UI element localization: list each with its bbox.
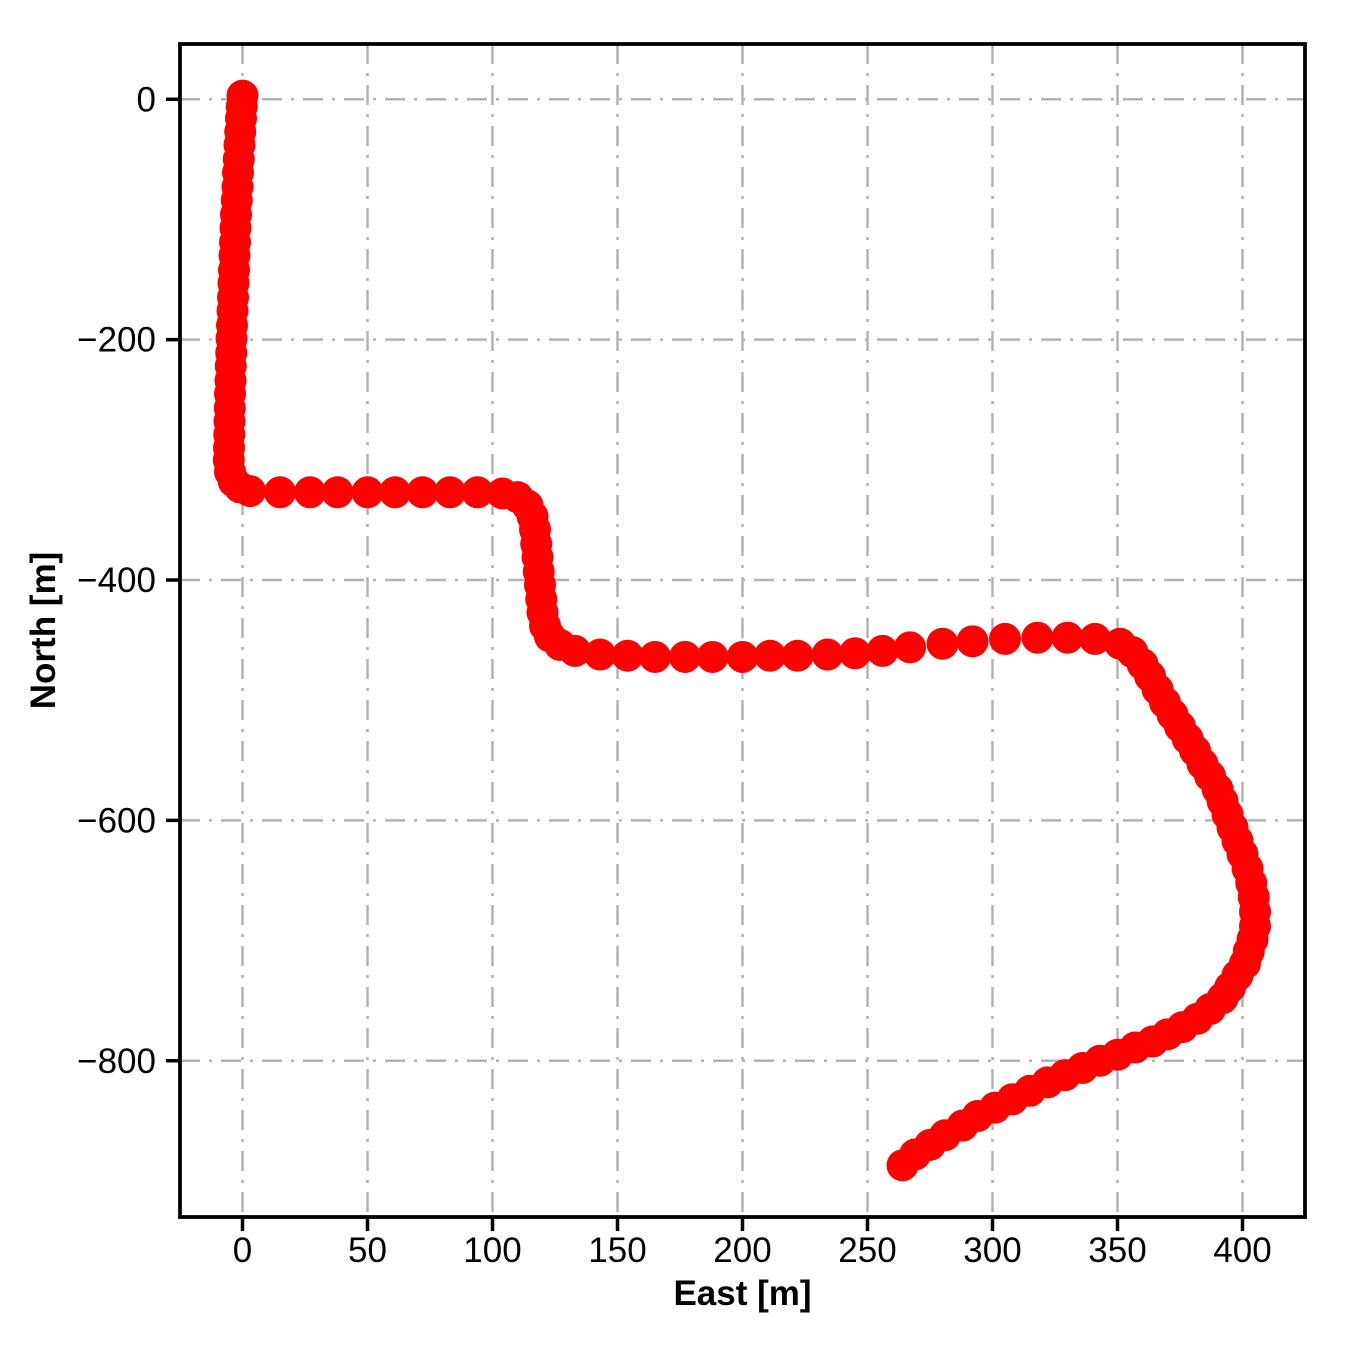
- data-point: [669, 640, 701, 673]
- data-point: [611, 639, 644, 672]
- x-tick-label: 300: [963, 1231, 1021, 1270]
- data-point: [379, 476, 411, 509]
- data-point: [234, 475, 266, 508]
- data-point: [811, 638, 844, 671]
- x-tick-label: 400: [1213, 1231, 1271, 1270]
- data-point: [559, 634, 591, 667]
- x-tick-label: 0: [233, 1231, 252, 1270]
- data-point: [839, 637, 871, 670]
- data-point: [1051, 621, 1084, 654]
- x-tick-label: 150: [588, 1231, 646, 1270]
- data-point: [264, 476, 296, 509]
- data-point: [781, 639, 814, 672]
- x-tick-label: 250: [838, 1231, 896, 1270]
- data-point: [639, 640, 671, 673]
- x-tick-label: 50: [348, 1231, 387, 1270]
- tick-labels: 0 50 100 150 200 250 300 350 400 0 −200 −400 −600 −80…: [77, 80, 1272, 1270]
- data-point: [461, 476, 494, 509]
- y-tick-label: −600: [77, 801, 156, 840]
- data-point: [989, 622, 1021, 655]
- data-point: [894, 631, 926, 664]
- y-tick-label: −400: [77, 561, 156, 600]
- trajectory-points: [212, 79, 1271, 1182]
- data-point: [926, 627, 959, 660]
- data-point: [406, 476, 439, 509]
- axes-frame: [166, 42, 1307, 1231]
- x-axis-label: East [m]: [673, 1274, 811, 1313]
- data-point: [726, 640, 759, 673]
- y-tick-label: −800: [77, 1042, 156, 1081]
- data-point: [351, 476, 384, 509]
- data-point: [866, 634, 899, 667]
- y-axis-label: North [m]: [24, 552, 63, 709]
- data-point: [434, 476, 466, 509]
- data-point: [696, 640, 729, 673]
- x-tick-label: 200: [713, 1231, 771, 1270]
- data-point: [754, 639, 786, 672]
- data-point: [956, 625, 989, 658]
- data-point: [886, 1149, 919, 1182]
- data-point: [1079, 622, 1111, 655]
- data-point: [321, 476, 354, 509]
- x-tick-label: 350: [1088, 1231, 1146, 1270]
- y-tick-label: −200: [77, 321, 156, 360]
- data-point: [294, 476, 326, 509]
- y-tick-label: 0: [137, 80, 156, 119]
- x-tick-label: 100: [463, 1231, 521, 1270]
- data-point: [1021, 621, 1054, 654]
- data-point: [584, 638, 616, 671]
